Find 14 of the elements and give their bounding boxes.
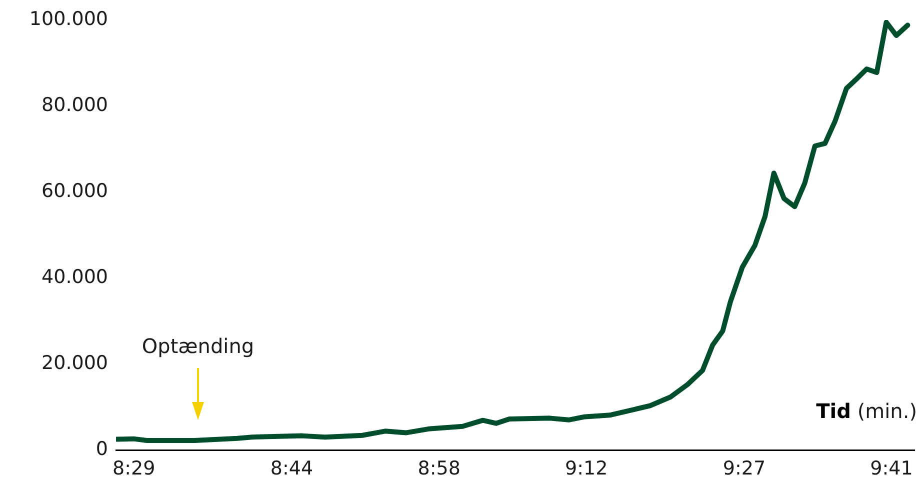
y-tick-label: 20.000 — [42, 352, 108, 374]
x-tick-label: 8:44 — [270, 457, 314, 480]
y-tick-label: 0 — [96, 438, 108, 460]
x-tick-label: 9:41 — [870, 457, 913, 480]
x-tick-label: 8:58 — [418, 457, 460, 480]
x-tick-label: 9:12 — [565, 457, 608, 480]
y-tick-label: 40.000 — [42, 266, 108, 288]
y-tick-label: 80.000 — [42, 94, 108, 116]
annotation: Optænding — [142, 334, 254, 358]
x-tick-label: 9:27 — [722, 457, 766, 480]
x-tick-label: 8:29 — [112, 457, 156, 480]
x-axis-title: Tid (min.) — [816, 399, 918, 423]
y-tick-label: 60.000 — [42, 180, 108, 202]
y-tick-label: 100.000 — [29, 8, 108, 30]
